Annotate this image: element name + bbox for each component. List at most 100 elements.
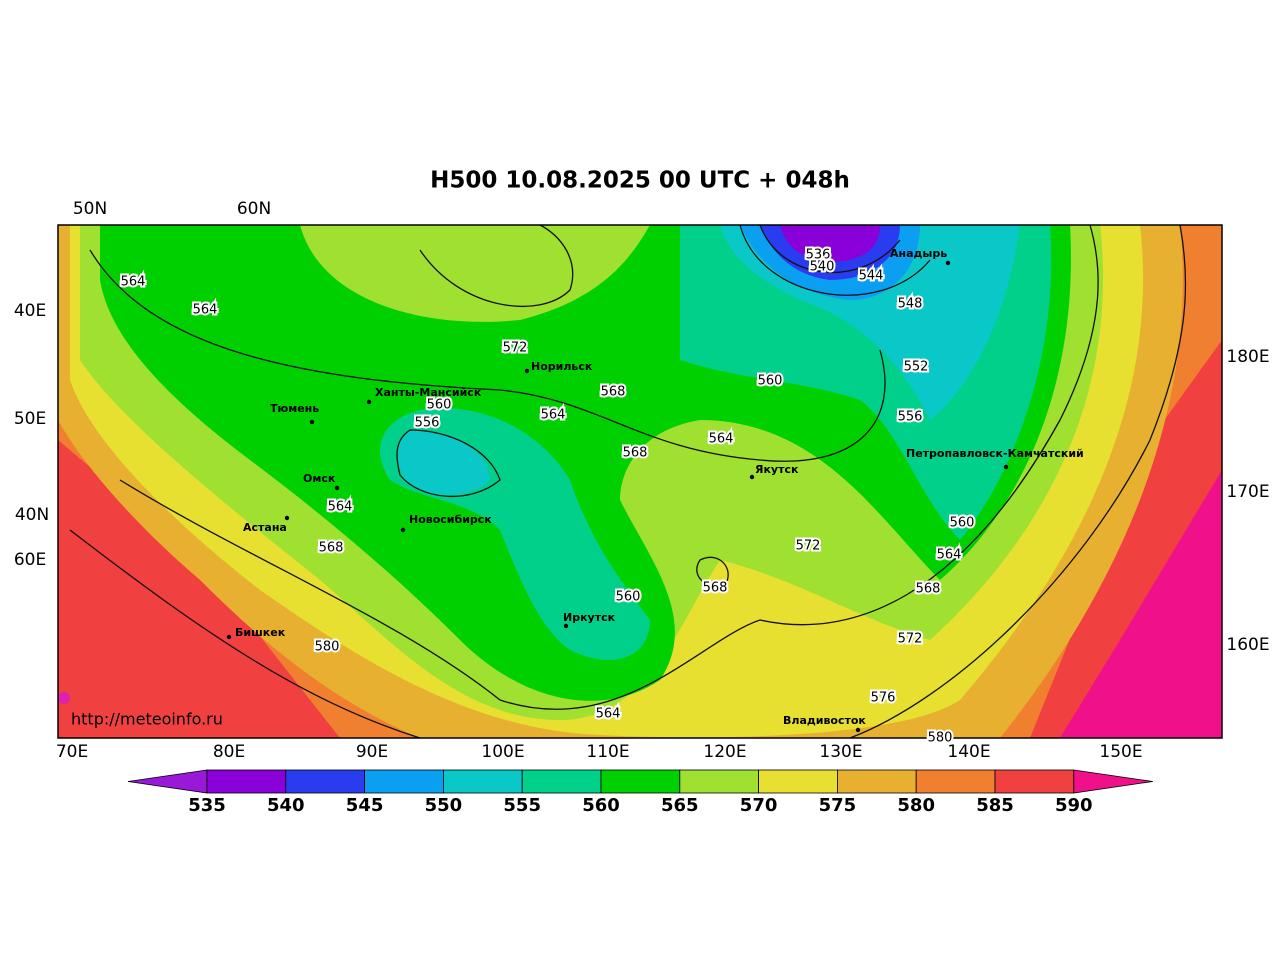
- city-name: Петропавловск-Камчатский: [906, 447, 1084, 460]
- colorbar-label: 575: [819, 795, 857, 816]
- city-dot: [945, 260, 951, 266]
- map-frame: [57, 224, 1223, 739]
- lon-label: 70E: [56, 742, 88, 762]
- city-name: Владивосток: [783, 714, 866, 727]
- colorbar-label: 565: [661, 795, 699, 816]
- colorbar-segment: [915, 769, 996, 794]
- city-dot: [284, 515, 290, 521]
- contour-label: 560: [427, 398, 452, 413]
- contour-label: 568: [319, 541, 344, 556]
- city-name: Якутск: [755, 463, 799, 476]
- lon-label: 120E: [703, 742, 746, 762]
- contour-label: 564: [596, 707, 621, 722]
- city-dot: [749, 474, 755, 480]
- colorbar-label: 570: [740, 795, 778, 816]
- city-name: Ханты-Мансийск: [375, 386, 482, 399]
- city-name: Норильск: [531, 360, 593, 373]
- contour-label: 580: [928, 731, 953, 746]
- city-dot: [855, 727, 861, 733]
- colorbar-segment: [758, 769, 838, 794]
- colorbar-label: 545: [346, 795, 384, 816]
- city-name: Бишкек: [235, 626, 286, 639]
- contour-label: 560: [758, 374, 783, 389]
- colorbar-segment: [442, 769, 523, 794]
- contour-label: 572: [503, 341, 528, 356]
- lon-label: 110E: [586, 742, 629, 762]
- contour-label: 568: [601, 385, 626, 400]
- city-name: Новосибирск: [409, 513, 492, 526]
- contour-label: 564: [193, 303, 218, 318]
- contour-label: 576: [871, 691, 896, 706]
- city-name: Иркутск: [563, 611, 616, 624]
- contour-label: 556: [898, 410, 923, 425]
- contour-label: 564: [709, 432, 734, 447]
- edge-label: 40E: [14, 301, 46, 321]
- city-dot: [334, 485, 340, 491]
- colorbar-label: 555: [503, 795, 541, 816]
- colorbar-segment: [364, 769, 444, 794]
- lat-label: 60N: [237, 199, 271, 219]
- city-dot: [366, 399, 372, 405]
- contour-label: 580: [315, 640, 340, 655]
- colorbar-segment: [994, 769, 1075, 794]
- contour-label: 572: [898, 632, 923, 647]
- contour-label: 568: [623, 446, 648, 461]
- colorbar-label: 560: [582, 795, 620, 816]
- edge-label: 160E: [1226, 635, 1269, 655]
- colorbar-label: 550: [425, 795, 463, 816]
- colorbar-label: 590: [1055, 795, 1093, 816]
- city-dot: [309, 419, 315, 425]
- contour-label: 560: [950, 516, 975, 531]
- edge-label: 50E: [14, 409, 46, 429]
- lon-label: 80E: [213, 742, 245, 762]
- city-dot: [1003, 464, 1009, 470]
- colorbar-segment: [285, 769, 365, 794]
- colorbar-segment: [521, 769, 602, 794]
- contour-label: 564: [541, 408, 566, 423]
- lon-label: 90E: [356, 742, 388, 762]
- contour-label: 560: [616, 590, 641, 605]
- contour-label: 568: [916, 582, 941, 597]
- lon-label: 150E: [1099, 742, 1142, 762]
- lon-label: 140E: [947, 742, 990, 762]
- contour-label: 564: [937, 548, 962, 563]
- city-dot: [563, 623, 569, 629]
- colorbar-arrow-low: [127, 769, 208, 794]
- city-dot: [524, 368, 530, 374]
- city-name: Анадырь: [890, 247, 947, 260]
- colorbar-arrow-high: [1073, 769, 1153, 794]
- city-name: Омск: [303, 472, 336, 485]
- contour-label: 536: [806, 248, 831, 263]
- contour-label: 564: [328, 500, 353, 515]
- city-name: Астана: [243, 521, 287, 534]
- source-url: http://meteoinfo.ru: [71, 710, 223, 729]
- colorbar-segment: [837, 769, 917, 794]
- edge-label: 60E: [14, 550, 46, 570]
- lon-label: 100E: [481, 742, 524, 762]
- map-field: [58, 225, 1222, 738]
- contour-label: 548: [898, 297, 923, 312]
- contour-label: 552: [904, 360, 929, 375]
- title: H500 10.08.2025 00 UTC + 048h: [430, 168, 850, 194]
- colorbar-segment: [679, 769, 759, 794]
- edge-label: 180E: [1226, 347, 1269, 367]
- colorbar-segment: [206, 769, 287, 794]
- city-name: Тюмень: [270, 402, 319, 415]
- contour-label: 540: [810, 260, 835, 275]
- colorbar-segment: [600, 769, 681, 794]
- colorbar-label: 585: [976, 795, 1014, 816]
- contour-label: 572: [796, 539, 821, 554]
- colorbar-label: 535: [188, 795, 226, 816]
- edge-label: 40N: [15, 505, 49, 525]
- contour-label: 568: [703, 581, 728, 596]
- city-dot: [226, 634, 232, 640]
- colorbar-label: 540: [267, 795, 305, 816]
- contour-label: 564: [121, 275, 146, 290]
- city-dot: [400, 527, 406, 533]
- colorbar: [127, 769, 1153, 794]
- contour-label: 544: [859, 269, 884, 284]
- contour-label: 556: [415, 416, 440, 431]
- lat-label: 50N: [73, 199, 107, 219]
- edge-label: 170E: [1226, 482, 1269, 502]
